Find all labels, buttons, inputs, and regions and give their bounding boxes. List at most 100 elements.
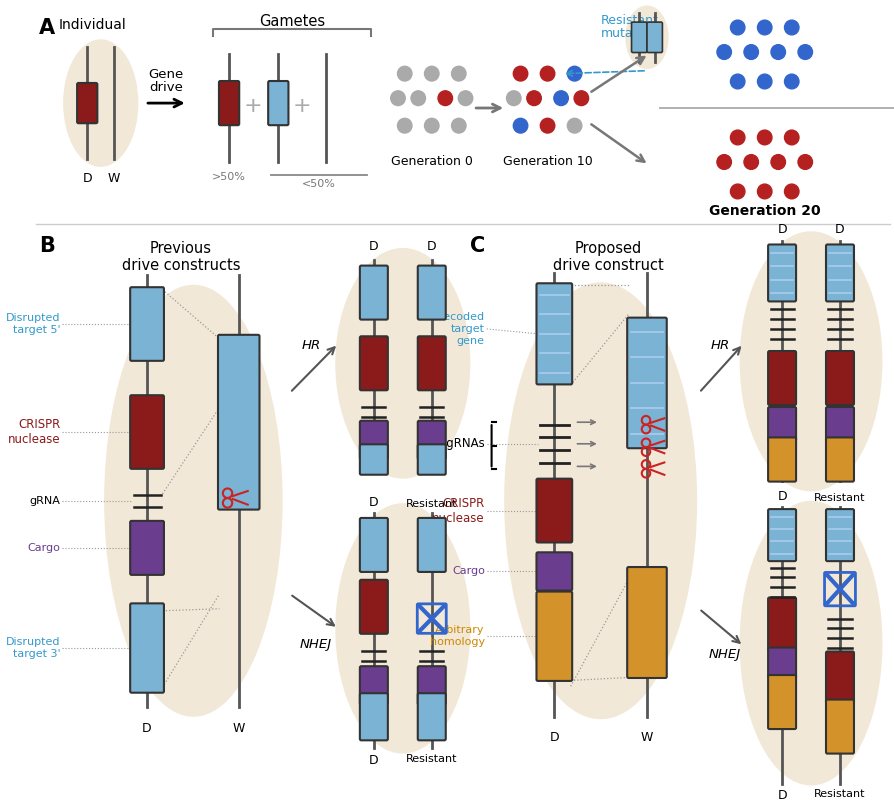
- Text: Generation 0: Generation 0: [391, 155, 472, 168]
- Circle shape: [567, 67, 581, 81]
- FancyBboxPatch shape: [359, 518, 387, 572]
- Circle shape: [716, 155, 730, 169]
- Text: +: +: [291, 96, 310, 116]
- Circle shape: [451, 119, 466, 133]
- FancyBboxPatch shape: [825, 245, 853, 302]
- FancyBboxPatch shape: [825, 437, 853, 482]
- FancyBboxPatch shape: [359, 580, 387, 634]
- Circle shape: [451, 67, 466, 81]
- Circle shape: [756, 74, 772, 89]
- Circle shape: [784, 130, 798, 145]
- FancyBboxPatch shape: [767, 647, 795, 678]
- FancyBboxPatch shape: [825, 699, 853, 754]
- Text: Resistant: Resistant: [814, 492, 864, 503]
- FancyBboxPatch shape: [767, 351, 795, 405]
- Circle shape: [397, 67, 411, 81]
- Text: <50%: <50%: [301, 179, 335, 188]
- Text: CRISPR
nuclease: CRISPR nuclease: [7, 418, 60, 446]
- Circle shape: [553, 91, 568, 106]
- Text: D: D: [776, 789, 786, 802]
- Text: Resistant: Resistant: [406, 499, 457, 508]
- Text: Previous
drive constructs: Previous drive constructs: [122, 241, 240, 273]
- Text: Resistant: Resistant: [600, 14, 658, 26]
- Text: D: D: [426, 241, 436, 253]
- Circle shape: [437, 91, 452, 106]
- FancyBboxPatch shape: [536, 553, 571, 590]
- Circle shape: [730, 74, 744, 89]
- Circle shape: [784, 20, 798, 34]
- Circle shape: [424, 67, 439, 81]
- Text: +: +: [244, 96, 262, 116]
- Circle shape: [730, 20, 744, 34]
- Ellipse shape: [625, 6, 668, 69]
- FancyBboxPatch shape: [825, 407, 853, 441]
- Circle shape: [730, 184, 744, 199]
- Circle shape: [756, 20, 772, 34]
- Circle shape: [513, 119, 527, 133]
- Circle shape: [391, 91, 405, 106]
- FancyBboxPatch shape: [130, 520, 164, 575]
- Text: Gametes: Gametes: [258, 14, 325, 29]
- Text: Cargo: Cargo: [451, 566, 485, 577]
- Text: D: D: [142, 722, 152, 735]
- FancyBboxPatch shape: [627, 567, 666, 678]
- Text: Individual: Individual: [58, 18, 126, 31]
- Circle shape: [410, 91, 425, 106]
- Circle shape: [797, 155, 812, 169]
- Circle shape: [716, 45, 730, 59]
- FancyBboxPatch shape: [417, 666, 445, 704]
- Text: NHEJ: NHEJ: [299, 638, 332, 651]
- Text: HR: HR: [710, 338, 730, 351]
- FancyBboxPatch shape: [359, 265, 387, 320]
- FancyBboxPatch shape: [825, 651, 853, 703]
- Text: Recoded
target
gene: Recoded target gene: [436, 312, 485, 346]
- FancyBboxPatch shape: [767, 437, 795, 482]
- Text: Disrupted
target 3': Disrupted target 3': [5, 638, 60, 658]
- Text: B: B: [39, 236, 55, 256]
- Circle shape: [573, 91, 588, 106]
- Text: Resistant: Resistant: [814, 789, 864, 800]
- Text: W: W: [640, 731, 653, 744]
- Ellipse shape: [738, 500, 881, 785]
- FancyBboxPatch shape: [631, 22, 646, 52]
- Circle shape: [506, 91, 520, 106]
- Circle shape: [513, 67, 527, 81]
- Circle shape: [784, 74, 798, 89]
- Text: D: D: [82, 172, 92, 184]
- Text: Arbitrary
homology: Arbitrary homology: [429, 626, 485, 647]
- FancyBboxPatch shape: [130, 603, 164, 693]
- FancyBboxPatch shape: [825, 509, 853, 561]
- Text: NHEJ: NHEJ: [708, 648, 740, 661]
- Circle shape: [527, 91, 541, 106]
- Text: CRISPR
nuclease: CRISPR nuclease: [432, 496, 485, 525]
- FancyBboxPatch shape: [627, 318, 666, 448]
- Text: D: D: [368, 241, 378, 253]
- Circle shape: [770, 45, 785, 59]
- Ellipse shape: [63, 39, 139, 167]
- Circle shape: [540, 119, 554, 133]
- FancyBboxPatch shape: [767, 509, 795, 561]
- Circle shape: [567, 119, 581, 133]
- FancyBboxPatch shape: [767, 407, 795, 441]
- Ellipse shape: [738, 231, 881, 492]
- Text: W: W: [232, 722, 245, 735]
- FancyBboxPatch shape: [536, 283, 571, 384]
- Text: HR: HR: [301, 338, 320, 351]
- Circle shape: [743, 45, 757, 59]
- Text: Disrupted
target 5': Disrupted target 5': [5, 314, 60, 334]
- Text: drive: drive: [149, 81, 183, 95]
- FancyBboxPatch shape: [219, 81, 239, 125]
- Text: D: D: [549, 731, 559, 744]
- FancyBboxPatch shape: [359, 666, 387, 704]
- Circle shape: [797, 45, 812, 59]
- Ellipse shape: [335, 503, 470, 754]
- Text: D: D: [834, 223, 844, 236]
- Text: n gRNAs: n gRNAs: [434, 437, 485, 450]
- FancyBboxPatch shape: [767, 675, 795, 729]
- FancyBboxPatch shape: [536, 479, 571, 542]
- Text: Proposed
drive construct: Proposed drive construct: [552, 241, 663, 273]
- FancyBboxPatch shape: [359, 336, 387, 391]
- Circle shape: [743, 155, 757, 169]
- FancyBboxPatch shape: [359, 421, 387, 459]
- FancyBboxPatch shape: [417, 518, 445, 572]
